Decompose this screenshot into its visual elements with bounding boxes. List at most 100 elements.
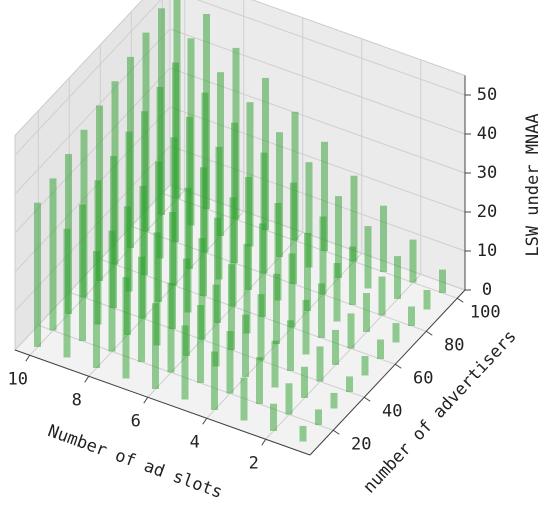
x-tick [25,354,31,362]
bar [288,253,296,328]
z-tick-label: 0 [482,280,492,300]
bar [335,196,342,278]
grid-line [169,28,466,135]
bar [273,273,280,344]
bar [245,176,252,290]
bar [63,228,71,358]
z-axis-label: LSW under MNAA [523,113,543,256]
y-tick-label: 60 [413,368,433,388]
y-tick-label: 100 [470,302,501,322]
bar [138,256,145,362]
bar [259,223,266,317]
bar [271,340,279,388]
z-tick-label: 10 [477,241,497,261]
x-tick-label: 4 [190,432,200,452]
bar [231,122,238,263]
z-tick-label: 40 [477,124,497,144]
bar [333,263,341,322]
y-tick [394,363,402,369]
bar [152,303,159,389]
bar [315,409,322,425]
bar [274,203,282,301]
bar [350,175,358,262]
bar [256,357,263,404]
bar [318,283,325,338]
z-tick-label: 20 [477,202,497,222]
bar [285,383,293,415]
bar [155,161,162,302]
bar [409,239,417,283]
bar [347,313,355,349]
grid-line [14,0,162,156]
bar [319,216,327,295]
bar [214,217,221,323]
y-tick [332,429,340,435]
bar [304,233,311,311]
bar [197,305,204,383]
y-tick-label: 40 [382,401,402,421]
bar [290,182,297,284]
bar [169,212,176,329]
bar [200,167,207,296]
bar [423,290,431,310]
bar [408,306,415,326]
bar [299,425,307,442]
bar [439,269,446,293]
bar [332,329,339,365]
bar [226,331,234,394]
bar [316,346,324,382]
bar [170,137,178,286]
bar [122,277,130,379]
bar [270,403,277,431]
bar [276,132,283,257]
bar [302,299,310,355]
bar [394,256,401,299]
x-tick-label: 2 [249,453,259,473]
bar [378,276,386,316]
bar [305,162,313,268]
bar [198,238,206,340]
bar [361,356,369,376]
bar [34,202,41,347]
bar [330,392,338,409]
y-tick [363,396,371,402]
bar [364,226,372,289]
bar [79,204,86,341]
bar [242,314,249,377]
bar [124,206,131,335]
bar [93,251,100,368]
y-tick-label: 80 [444,335,464,355]
y-tick [456,297,464,303]
bar [183,258,190,356]
x-tick [202,417,208,425]
bar [49,178,57,331]
bar [240,377,248,421]
y-tick-label: 20 [351,434,371,454]
bar [153,232,161,346]
bar [301,366,308,398]
x-tick-label: 10 [8,369,28,389]
bar [181,325,189,400]
bar [184,187,192,313]
bar [167,282,175,373]
bar [363,293,370,332]
grid-line [196,0,466,96]
x-tick [84,375,90,383]
bar [215,146,223,280]
x-tick [143,396,149,404]
axis-line [14,349,311,456]
bar [287,320,294,371]
bar [246,102,254,247]
bar [349,246,356,305]
x-tick-label: 6 [131,411,141,431]
bar [260,152,268,274]
axis-line [309,289,466,456]
bar [321,141,328,251]
z-tick-label: 50 [477,85,497,105]
z-tick-label: 30 [477,163,497,183]
bar [108,230,116,352]
y-tick [425,330,433,336]
bar [212,284,220,367]
x-tick [261,438,267,446]
